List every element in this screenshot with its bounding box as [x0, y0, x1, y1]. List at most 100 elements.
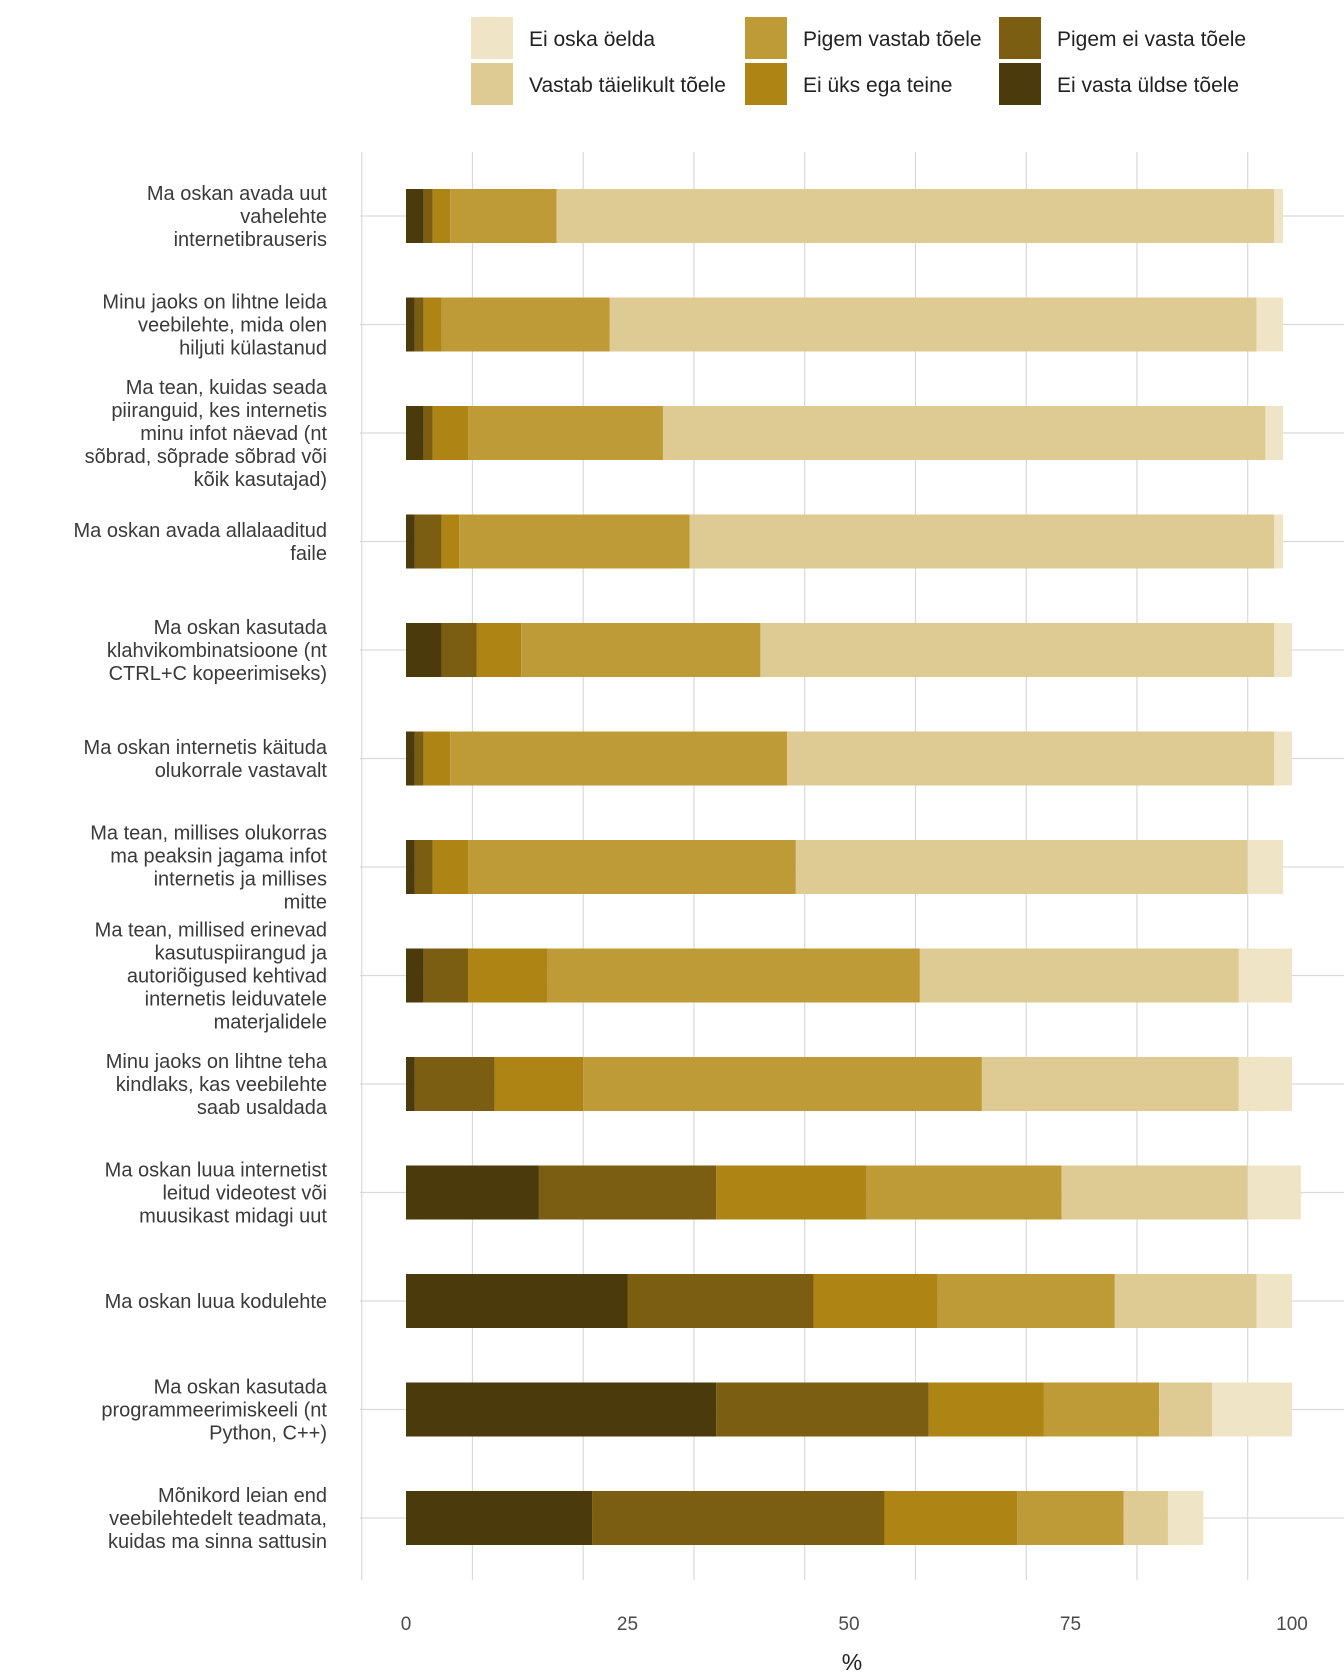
bar-segment [1167, 1491, 1204, 1545]
bar-segment [760, 623, 1275, 677]
bar-segment [414, 1057, 495, 1111]
legend-label: Vastab täielikult tõele [529, 74, 726, 97]
legend-swatch [745, 63, 787, 105]
legend-item: Ei vasta üldse tõele [999, 63, 1239, 105]
category-label: CTRL+C kopeerimiseks) [109, 663, 327, 685]
bar-segment [981, 1057, 1239, 1111]
category-label: Ma oskan luua internetist [105, 1160, 328, 1182]
bar-segment [795, 840, 1248, 894]
category-label: veebilehte, mida olen [138, 315, 327, 337]
bar-segment [521, 623, 761, 677]
bar-segment [459, 514, 690, 569]
bar-segment [583, 1057, 982, 1111]
category-label: autoriõigused kehtivad [127, 966, 327, 988]
category-label: faile [290, 543, 327, 565]
bar-segment [919, 948, 1239, 1003]
legend-swatch [471, 63, 513, 105]
bar-segment [1247, 1165, 1301, 1220]
legend-item: Ei üks ega teine [745, 63, 952, 105]
category-label: kasutuspiirangud ja [155, 943, 328, 965]
category-label: kuidas ma sinna sattusin [108, 1531, 327, 1553]
category-label: veebilehtedelt teadmata, [109, 1508, 327, 1530]
x-tick-label: 75 [1060, 1614, 1081, 1635]
bar-segment [1212, 1382, 1292, 1437]
bar-segment [494, 1057, 584, 1111]
category-label: Ma oskan avada uut [147, 183, 328, 205]
bar-segment [432, 189, 451, 243]
category-label: programmeerimiskeeli (nt [101, 1400, 327, 1422]
bar-segment [689, 514, 1275, 569]
bar-segment [406, 189, 424, 243]
bar-segment [414, 297, 424, 352]
bar-segment [450, 189, 557, 243]
bar-segment [468, 840, 796, 894]
legend-label: Pigem vastab tõele [803, 28, 982, 51]
bar-segment [1061, 1165, 1248, 1220]
bar-segment [716, 1382, 929, 1437]
bar-segment [1256, 1274, 1292, 1328]
bar-segment [432, 840, 469, 894]
legend-item: Vastab täielikult tõele [471, 63, 726, 105]
legend-label: Ei oska öelda [529, 28, 655, 51]
bar-segment [406, 514, 415, 569]
category-label: sõbrad, sõprade sõbrad või [85, 446, 327, 468]
bar-segment [406, 1274, 628, 1328]
bar-segment [423, 406, 433, 460]
legend-item: Pigem ei vasta tõele [999, 17, 1246, 59]
x-tick-label: 25 [617, 1614, 638, 1635]
bar-segment [441, 514, 460, 569]
category-label: piiranguid, kes internetis [111, 400, 327, 422]
bar-segment [441, 623, 477, 677]
bar-segment [1238, 1057, 1292, 1111]
bar-segment [406, 1057, 415, 1111]
legend-swatch [999, 17, 1041, 59]
bar-segment [1265, 406, 1284, 460]
category-label: materjalidele [214, 1012, 327, 1034]
bar-segment [423, 948, 469, 1003]
bar-segment [1274, 623, 1292, 677]
bar-segment [423, 189, 433, 243]
bar-segment [592, 1491, 885, 1545]
category-label: klahvikombinatsioone (nt [107, 640, 328, 662]
bar-segment [1123, 1491, 1168, 1545]
bar-segment [406, 1491, 593, 1545]
category-label: muusikast midagi uut [139, 1206, 327, 1228]
bar-segment [1017, 1491, 1124, 1545]
legend-label: Ei vasta üldse tõele [1057, 74, 1239, 97]
category-label: saab usaldada [197, 1097, 328, 1119]
bar-segment [937, 1274, 1115, 1328]
bar-segment [1114, 1274, 1257, 1328]
category-label: leitud videotest või [162, 1183, 327, 1205]
bar-segment [432, 406, 469, 460]
category-label: internetis leiduvatele [145, 989, 327, 1011]
legend-label: Ei üks ega teine [803, 74, 952, 97]
category-label: olukorrale vastavalt [155, 760, 328, 782]
bar-segment [406, 1382, 717, 1437]
bar-segment [468, 406, 663, 460]
category-label: Ma tean, millises olukorras [90, 823, 327, 845]
category-labels: Ma oskan avada uutvahelehteinternetibrau… [73, 183, 327, 1553]
bar-segment [928, 1382, 1044, 1437]
category-label: ma peaksin jagama infot [110, 846, 327, 868]
bars [406, 189, 1301, 1545]
category-label: Python, C++) [209, 1423, 327, 1445]
bar-segment [1274, 514, 1284, 569]
bar-segment [866, 1165, 1062, 1220]
bar-segment [441, 297, 610, 352]
bar-segment [476, 623, 522, 677]
category-label: Ma tean, kuidas seada [126, 377, 328, 399]
bar-segment [423, 297, 442, 352]
x-tick-label: 0 [401, 1614, 412, 1635]
bar-segment [406, 731, 415, 786]
category-label: internetis ja millises [154, 869, 327, 891]
bar-segment [1274, 189, 1284, 243]
bar-segment [406, 406, 424, 460]
category-label: Minu jaoks on lihtne leida [102, 292, 327, 314]
legend-item: Pigem vastab tõele [745, 17, 982, 59]
category-label: minu infot näevad (nt [140, 423, 327, 445]
category-label: Ma oskan kasutada [154, 617, 328, 639]
bar-segment [1238, 948, 1292, 1003]
bar-segment [662, 406, 1266, 460]
x-tick-label: 100 [1276, 1614, 1308, 1635]
